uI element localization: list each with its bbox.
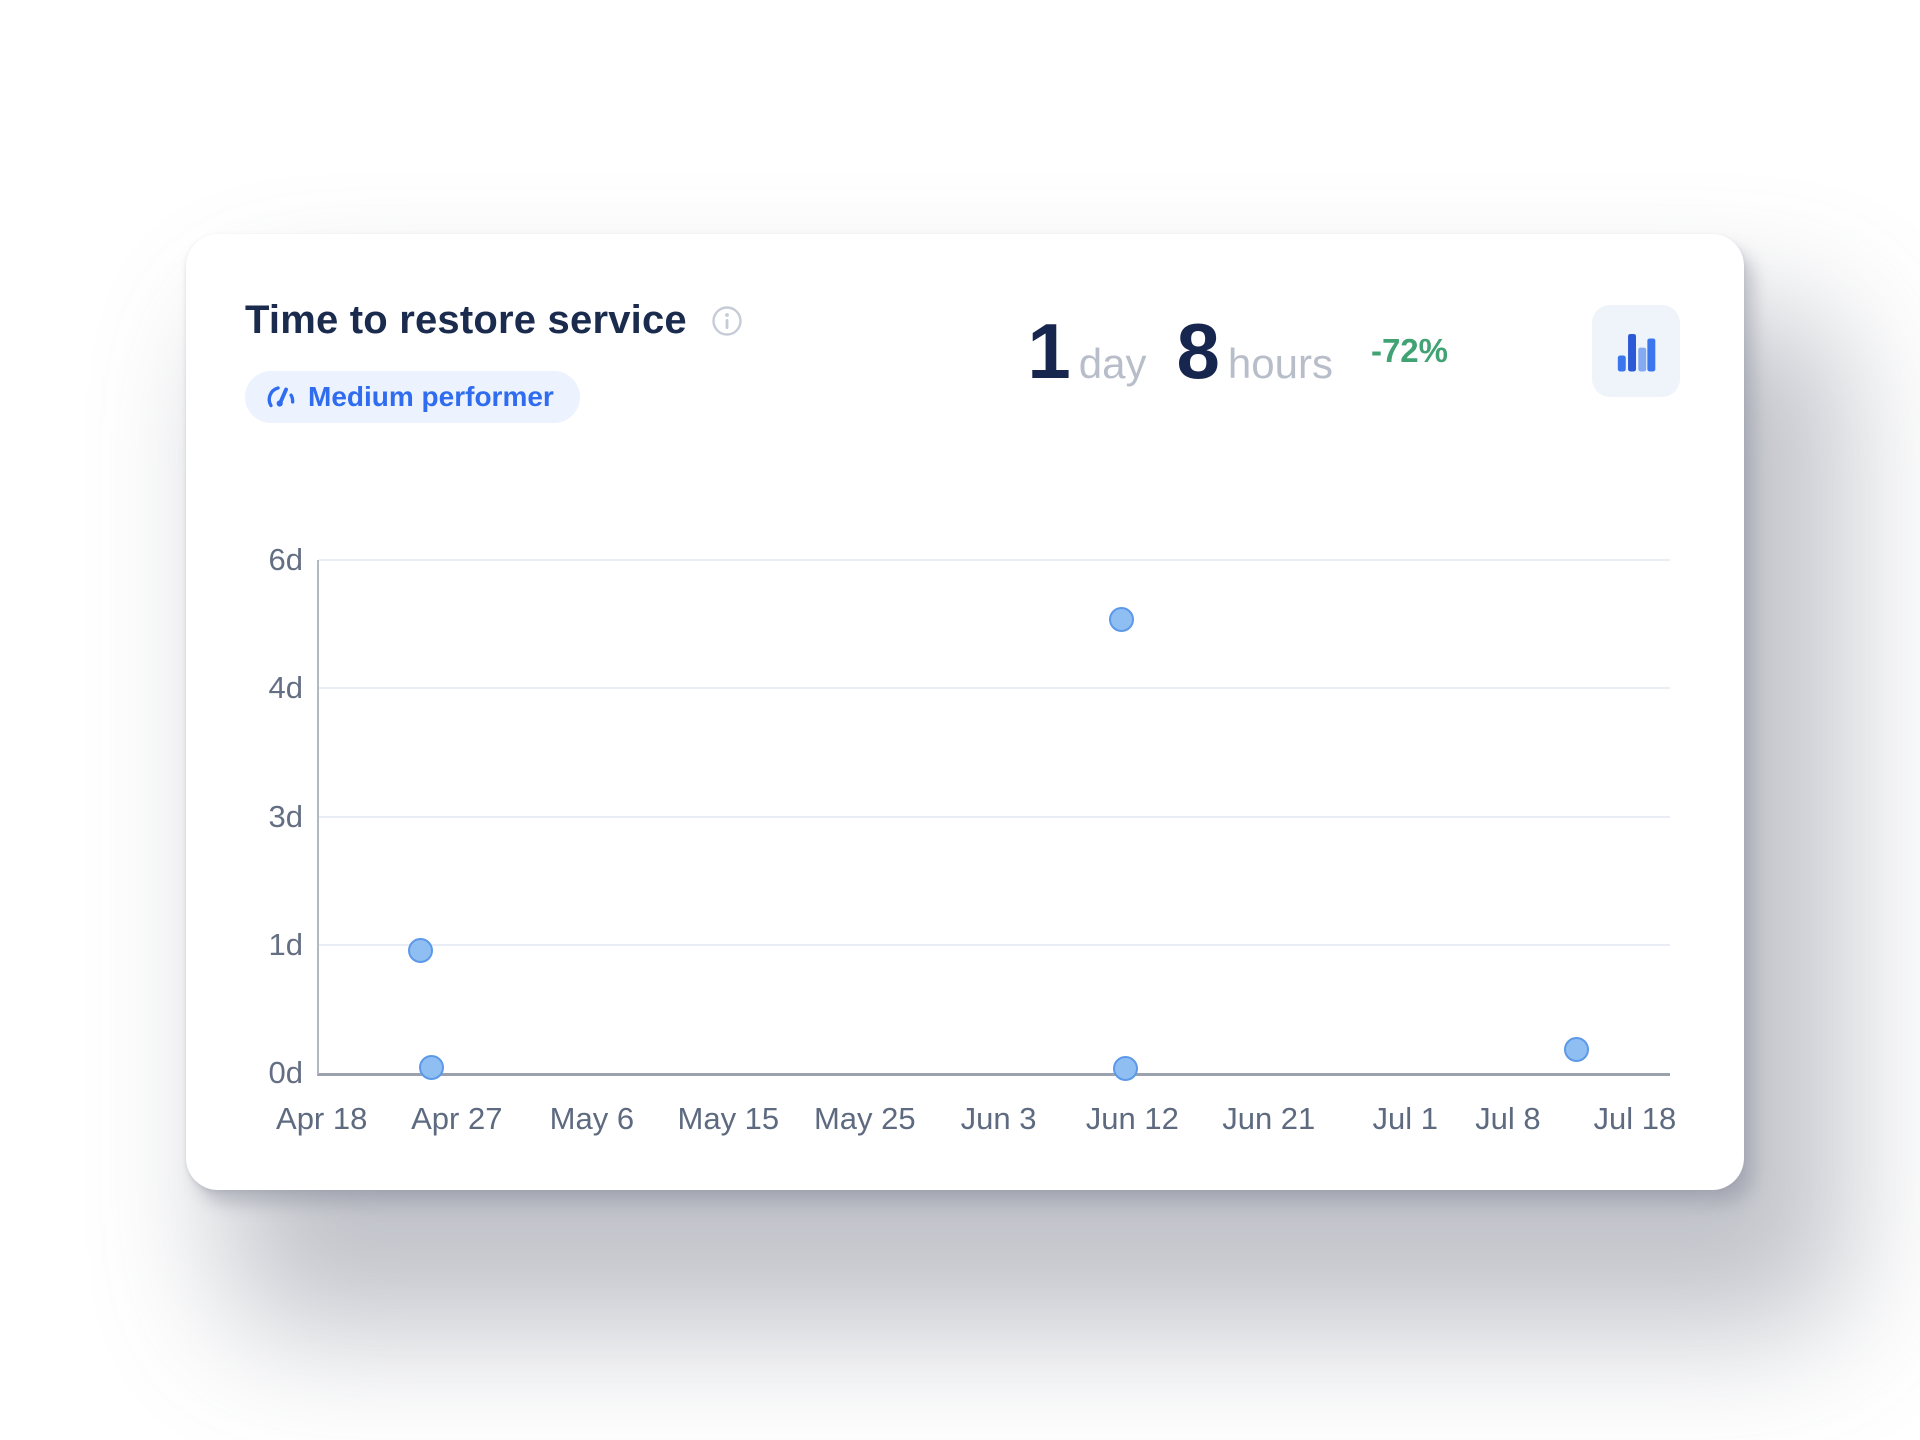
delta-badge: -72% — [1370, 332, 1448, 369]
gridline — [319, 815, 1670, 818]
x-tick-label: Jul 18 — [1593, 1101, 1677, 1136]
gridline — [319, 943, 1670, 946]
x-tick-label: Jul 1 — [1372, 1101, 1438, 1136]
card-title: Time to restore service — [245, 298, 687, 342]
card-header-left: Time to restore service — [245, 298, 743, 423]
info-icon[interactable] — [711, 305, 743, 337]
metric-value: 1 day 8 hours — [1027, 312, 1333, 390]
badge-label: Medium performer — [308, 381, 554, 412]
metric-hours-value: 8 — [1176, 307, 1220, 395]
metric-days-unit: day — [1078, 340, 1147, 387]
gauge-icon — [265, 382, 296, 413]
data-point[interactable] — [1113, 1056, 1139, 1082]
gridline — [319, 687, 1670, 690]
metric-days-value: 1 — [1027, 307, 1071, 395]
metric-hours-unit: hours — [1227, 340, 1333, 387]
y-tick-label: 3d — [268, 798, 303, 834]
metric-card: Time to restore service — [186, 234, 1744, 1190]
gridline — [319, 559, 1670, 561]
plot-area: 0d 1d 3d 4d 6d Apr 18 Apr 27 May 6 May 15 May 25 J… — [269, 542, 1677, 1136]
data-point[interactable] — [1564, 1036, 1590, 1062]
x-tick-label: Apr 18 — [276, 1101, 368, 1136]
data-point[interactable] — [407, 938, 433, 964]
x-tick-label: Jul 8 — [1475, 1101, 1541, 1136]
title-row: Time to restore service — [245, 298, 743, 343]
performance-badge: Medium performer — [245, 371, 580, 423]
chart-type-button[interactable] — [1592, 305, 1680, 397]
card-header-right: 1 day 8 hours -72% — [1027, 304, 1680, 398]
y-tick-label: 0d — [268, 1055, 303, 1090]
data-point[interactable] — [418, 1055, 444, 1081]
y-tick-label: 6d — [268, 542, 303, 577]
x-tick-label: Apr 27 — [411, 1101, 503, 1136]
x-tick-label: May 15 — [677, 1101, 780, 1136]
x-tick-label: May 25 — [813, 1101, 916, 1136]
x-tick-label: Jun 21 — [1222, 1101, 1316, 1136]
data-point[interactable] — [1108, 607, 1134, 633]
x-tick-label: Jun 3 — [960, 1101, 1037, 1136]
y-tick-label: 1d — [268, 926, 303, 962]
x-tick-label: Jun 12 — [1085, 1101, 1179, 1136]
y-tick-label: 4d — [268, 670, 303, 706]
x-tick-label: May 6 — [549, 1101, 635, 1136]
bar-chart-icon — [1611, 326, 1661, 376]
